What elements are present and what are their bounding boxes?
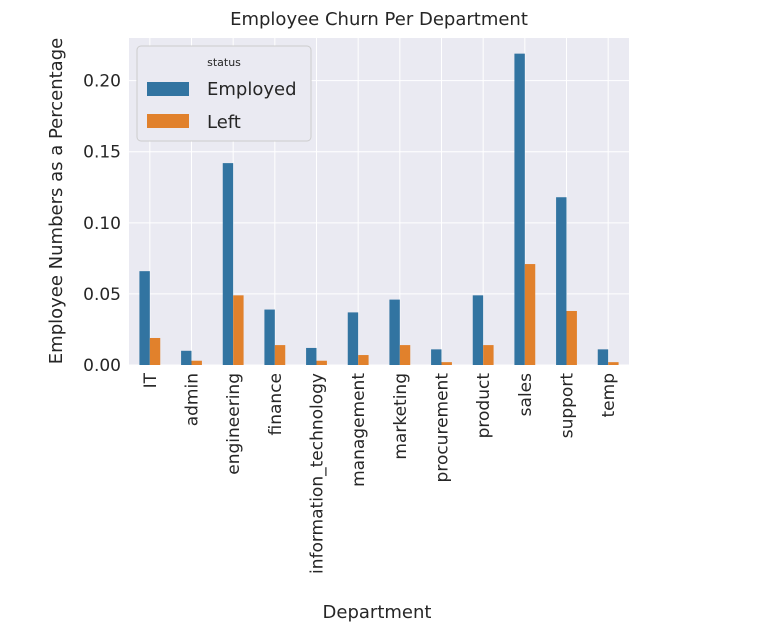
bar-employed-engineering (222, 163, 234, 365)
bar-employed-product (472, 295, 484, 365)
bar-left-temp (608, 362, 619, 365)
legend-swatch-left (147, 114, 189, 128)
bar-left-management (358, 355, 369, 365)
bar-employed-management (347, 312, 359, 365)
y-tick-label: 0.00 (83, 356, 121, 376)
bar-employed-IT (139, 271, 150, 365)
legend-label-left: Left (207, 112, 241, 133)
legend-title: status (207, 56, 241, 69)
legend-swatch-employed (147, 82, 189, 96)
legend-label-employed: Employed (207, 79, 297, 100)
y-tick-labels: 0.00 0.05 0.10 0.15 0.20 (83, 72, 121, 376)
bar-left-IT (149, 337, 161, 365)
x-tick-label: management (349, 373, 369, 487)
x-tick-label: sales (516, 373, 536, 416)
y-axis-label: Employee Numbers as a Percentage (46, 38, 67, 364)
x-tick-label: IT (141, 372, 161, 388)
legend: status Employed Left (136, 45, 312, 142)
bar-left-engineering (233, 295, 244, 365)
x-tick-label: finance (266, 373, 286, 435)
bar-left-admin (191, 360, 202, 365)
bar-employed-support (556, 197, 567, 365)
bar-employed-procurement (431, 349, 442, 365)
x-tick-label: engineering (224, 373, 244, 475)
x-axis-label: Department (323, 602, 432, 623)
x-tick-label: procurement (433, 373, 453, 483)
y-tick-label: 0.15 (83, 143, 121, 163)
bar-employed-temp (597, 349, 609, 365)
bar-left-information_technology (316, 360, 327, 365)
x-tick-label: product (474, 373, 494, 439)
bar-left-marketing (399, 345, 411, 365)
x-tick-label: admin (183, 373, 203, 426)
x-tick-label: temp (599, 373, 619, 417)
bar-employed-marketing (389, 299, 400, 365)
bar-left-sales (524, 264, 536, 365)
y-tick-label: 0.05 (83, 285, 121, 305)
y-tick-label: 0.20 (83, 72, 121, 92)
y-tick-label: 0.10 (83, 214, 121, 234)
x-tick-label: marketing (391, 373, 411, 460)
bar-employed-admin (181, 350, 192, 365)
bar-employed-sales (514, 53, 525, 365)
bar-employed-finance (264, 309, 275, 365)
bar-left-procurement (441, 362, 452, 365)
chart-title: Employee Churn Per Department (230, 9, 528, 30)
bar-left-support (566, 310, 577, 365)
bars (139, 53, 619, 365)
bar-left-finance (274, 345, 286, 365)
bar-left-product (483, 345, 494, 365)
x-tick-labels: IT admin engineering finance information_tec… (141, 372, 619, 574)
x-tick-label: support (558, 373, 578, 439)
bar-employed-information_technology (306, 347, 317, 365)
x-tick-label: information_technology (308, 373, 328, 574)
